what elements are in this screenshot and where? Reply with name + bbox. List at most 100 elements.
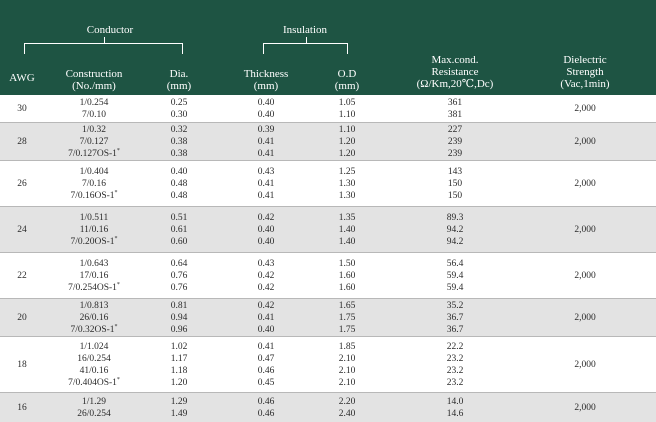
resistance-value: 14.0 xyxy=(446,397,464,407)
od-value: 2.10 xyxy=(338,366,356,376)
construction-value: 11/0.16 xyxy=(79,225,109,235)
cell-thickness: 0.39 0.41 0.41 xyxy=(228,123,304,161)
cell-dia: 0.81 0.94 0.96 xyxy=(144,299,214,337)
resistance-value: 35.2 xyxy=(446,301,464,311)
cell-awg: 20 xyxy=(0,299,44,337)
thickness-value: 0.40 xyxy=(257,110,275,120)
cell-awg: 28 xyxy=(0,123,44,161)
resistance-value: 94.2 xyxy=(446,225,464,235)
dia-value: 0.94 xyxy=(170,313,188,323)
cell-resistance: 361 381 xyxy=(400,95,510,123)
conductor-bracket xyxy=(24,37,183,54)
construction-value: 7/0.404OS-1* xyxy=(68,377,120,388)
thickness-value: 0.42 xyxy=(257,271,275,281)
dia-value: 0.48 xyxy=(170,179,188,189)
od-value: 2.10 xyxy=(338,378,356,388)
cell-od: 1.25 1.30 1.30 xyxy=(314,161,380,207)
resistance-value: 361 xyxy=(447,98,463,108)
header-thickness: Thickness (mm) xyxy=(243,68,289,92)
thickness-value: 0.42 xyxy=(257,301,275,311)
dia-value: 0.96 xyxy=(170,325,188,335)
cell-awg: 18 xyxy=(0,337,44,393)
cell-construction: 1/1.29 26/0.254 xyxy=(44,393,144,422)
construction-value: 7/0.32OS-1* xyxy=(70,324,118,335)
od-value: 1.60 xyxy=(338,271,356,281)
cell-thickness: 0.46 0.46 xyxy=(228,393,304,422)
awg-value: 18 xyxy=(17,360,27,370)
dia-value: 0.38 xyxy=(170,149,188,159)
thickness-value: 0.40 xyxy=(257,325,275,335)
insulation-bracket xyxy=(263,37,348,54)
awg-value: 28 xyxy=(17,137,27,147)
dia-value: 0.38 xyxy=(170,137,188,147)
construction-value: 1/0.404 xyxy=(79,167,109,177)
thickness-value: 0.46 xyxy=(257,397,275,407)
cell-dia: 0.25 0.30 xyxy=(144,95,214,123)
cell-construction: 1/0.813 26/0.16 7/0.32OS-1* xyxy=(44,299,144,337)
table-row: 30 1/0.254 7/0.10 0.25 0.30 0.40 0.40 1.05 1.10 3… xyxy=(0,95,656,123)
construction-value: 7/0.16OS-1* xyxy=(70,190,118,201)
thickness-value: 0.46 xyxy=(257,366,275,376)
cell-awg: 30 xyxy=(0,95,44,123)
resistance-value: 22.2 xyxy=(446,342,464,352)
dia-value: 0.32 xyxy=(170,125,188,135)
construction-value: 1/0.32 xyxy=(81,125,106,135)
table-row: 26 1/0.404 7/0.16 7/0.16OS-1* 0.40 0.48 0.48 0.… xyxy=(0,161,656,207)
od-value: 1.50 xyxy=(338,259,356,269)
dia-value: 0.76 xyxy=(170,283,188,293)
row-divider xyxy=(0,392,656,393)
cell-dielectric: 2,000 xyxy=(530,207,640,253)
dia-value: 0.76 xyxy=(170,271,188,281)
thickness-value: 0.40 xyxy=(257,98,275,108)
cell-dielectric: 2,000 xyxy=(530,123,640,161)
table-row: 18 1/1.024 16/0.254 41/0.16 7/0.404OS-1* 1.02… xyxy=(0,337,656,393)
dia-value: 0.81 xyxy=(170,301,188,311)
od-value: 1.65 xyxy=(338,301,356,311)
construction-value: 7/0.20OS-1* xyxy=(70,236,118,247)
dia-value: 1.49 xyxy=(170,409,188,419)
od-value: 1.10 xyxy=(338,125,356,135)
cell-awg: 24 xyxy=(0,207,44,253)
cell-construction: 1/0.643 17/0.16 7/0.254OS-1* xyxy=(44,253,144,299)
dia-value: 1.29 xyxy=(170,397,188,407)
cell-dia: 0.40 0.48 0.48 xyxy=(144,161,214,207)
cell-od: 1.35 1.40 1.40 xyxy=(314,207,380,253)
od-value: 1.60 xyxy=(338,283,356,293)
od-value: 2.20 xyxy=(338,397,356,407)
cell-dielectric: 2,000 xyxy=(530,95,640,123)
resistance-value: 23.2 xyxy=(446,366,464,376)
header-resistance: Max.cond. Resistance (Ω/Km,20℃,Dc) xyxy=(416,54,494,90)
od-value: 1.05 xyxy=(338,98,356,108)
thickness-value: 0.41 xyxy=(257,313,275,323)
table-row: 16 1/1.29 26/0.254 1.29 1.49 0.46 0.46 2.20 2.40… xyxy=(0,393,656,422)
thickness-value: 0.43 xyxy=(257,167,275,177)
thickness-value: 0.41 xyxy=(257,149,275,159)
row-divider xyxy=(0,206,656,207)
awg-value: 20 xyxy=(17,313,27,323)
construction-value: 7/0.127OS-1* xyxy=(68,148,120,159)
resistance-value: 150 xyxy=(447,179,463,189)
header-od: O.D (mm) xyxy=(334,68,360,92)
cell-od: 1.50 1.60 1.60 xyxy=(314,253,380,299)
awg-value: 30 xyxy=(17,104,27,114)
resistance-value: 36.7 xyxy=(446,313,464,323)
thickness-value: 0.41 xyxy=(257,137,275,147)
construction-value: 1/0.643 xyxy=(79,259,109,269)
cell-construction: 1/1.024 16/0.254 41/0.16 7/0.404OS-1* xyxy=(44,337,144,393)
cell-construction: 1/0.32 7/0.127 7/0.127OS-1* xyxy=(44,123,144,161)
construction-value: 7/0.16 xyxy=(81,179,106,189)
cell-dielectric: 2,000 xyxy=(530,299,640,337)
od-value: 1.35 xyxy=(338,213,356,223)
thickness-value: 0.39 xyxy=(257,125,275,135)
thickness-value: 0.42 xyxy=(257,213,275,223)
table-row: 28 1/0.32 7/0.127 7/0.127OS-1* 0.32 0.38 0.38 0… xyxy=(0,123,656,161)
dia-value: 0.40 xyxy=(170,167,188,177)
thickness-value: 0.41 xyxy=(257,191,275,201)
awg-value: 22 xyxy=(17,271,27,281)
cell-awg: 16 xyxy=(0,393,44,422)
dielectric-value: 2,000 xyxy=(574,403,596,413)
thickness-value: 0.40 xyxy=(257,237,275,247)
header-dia: Dia. (mm) xyxy=(166,68,192,92)
thickness-value: 0.40 xyxy=(257,225,275,235)
dia-value: 0.25 xyxy=(170,98,188,108)
